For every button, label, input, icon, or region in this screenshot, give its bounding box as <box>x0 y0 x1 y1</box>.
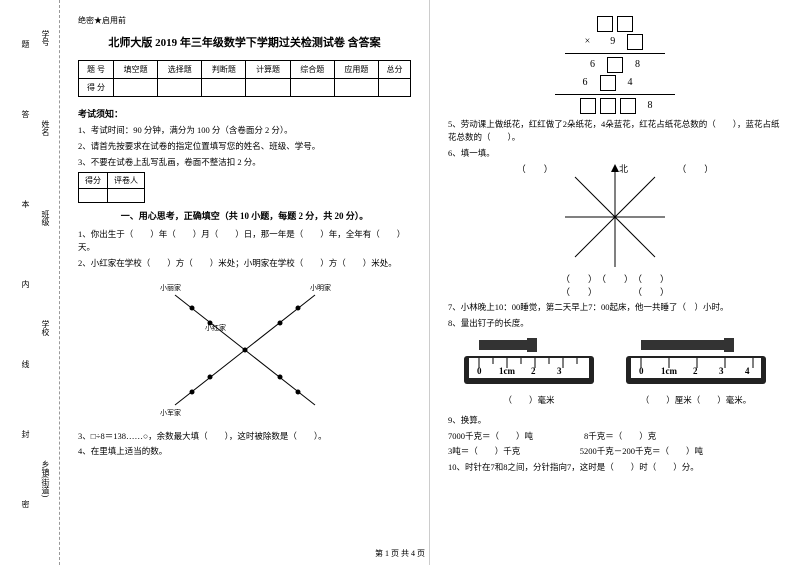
seal-char: 密 <box>20 500 31 508</box>
seal-char: 封 <box>20 430 31 438</box>
score-header: 题 号 <box>79 61 114 79</box>
score-header: 综合题 <box>290 61 334 79</box>
score-header: 填空题 <box>114 61 158 79</box>
seal-char: 答 <box>20 110 31 118</box>
notice-line: 2、请首先按要求在试卷的指定位置填写您的姓名、班级、学号。 <box>78 140 411 153</box>
question-1: 1、你出生于（ ）年（ ）月（ ）日，那一年是（ ）年，全年有（ ）天。 <box>78 228 411 254</box>
notice-line: 1、考试时间：90 分钟，满分为 100 分（含卷面分 2 分）。 <box>78 124 411 137</box>
svg-text:3: 3 <box>557 366 562 376</box>
question-6: 6、填一填。 <box>448 147 782 160</box>
seal-char: 线 <box>20 360 31 368</box>
binding-margin: 学号 姓名 班级 学校 乡镇(街道) 题 答 本 内 线 封 密 <box>0 0 60 565</box>
score-table: 题 号 填空题 选择题 判断题 计算题 综合题 应用题 总分 得 分 <box>78 60 411 97</box>
notice-line: 3、不要在试卷上乱写乱画，卷面不整洁扣 2 分。 <box>78 156 411 169</box>
grade-box: 得分 评卷人 <box>78 172 145 203</box>
svg-text:小明家: 小明家 <box>310 283 331 292</box>
ruler-1: 0 1cm 2 3 <box>459 338 599 388</box>
column-right: × 9 6 8 6 4 8 5、劳动课上做纸花，红红做了2朵纸花，4朵蓝花，红花… <box>430 0 800 565</box>
margin-label-school: 学校 <box>40 320 51 336</box>
page-footer: 第 1 页 共 4 页 <box>0 548 800 559</box>
svg-text:小红家: 小红家 <box>205 323 226 332</box>
question-9-line: 7000千克＝（ ）吨 8千克＝（ ）克 <box>448 430 782 443</box>
svg-text:4: 4 <box>745 366 750 376</box>
ruler-label-left: （ ）毫米 <box>459 394 599 406</box>
score-header: 应用题 <box>334 61 378 79</box>
question-8: 8、量出钉子的长度。 <box>448 317 782 330</box>
score-header: 选择题 <box>158 61 202 79</box>
svg-text:小丽家: 小丽家 <box>160 283 181 292</box>
margin-label-id: 学号 <box>40 30 51 46</box>
question-7: 7、小林晚上10：00睡觉，第二天早上7：00起床，他一共睡了（ ）小时。 <box>448 301 782 314</box>
seal-char: 题 <box>20 40 31 48</box>
margin-label-name: 姓名 <box>40 120 51 136</box>
question-3: 3、□÷8＝138……○，余数最大填（ ），这时被除数是（ ）。 <box>78 430 411 443</box>
question-2: 2、小红家在学校（ ）方（ ）米处；小明家在学校（ ）方（ ）米处。 <box>78 257 411 270</box>
compass-diagram-2: 北 <box>555 162 675 272</box>
grade-cell: 得分 <box>79 173 108 189</box>
question-5: 5、劳动课上做纸花，红红做了2朵纸花，4朵蓝花，红花占纸花总数的（ ），蓝花占纸… <box>448 118 782 144</box>
svg-text:3: 3 <box>719 366 724 376</box>
svg-text:北: 北 <box>619 164 628 174</box>
notice-title: 考试须知： <box>78 107 411 120</box>
column-left: 绝密★启用前 北师大版 2019 年三年级数学下学期过关检测试卷 含答案 题 号… <box>60 0 430 565</box>
score-header: 判断题 <box>202 61 246 79</box>
compass-diagram-1: 小明家 小丽家 小红家 小军家 <box>155 275 335 425</box>
score-header: 总分 <box>378 61 410 79</box>
question-4: 4、在里填上适当的数。 <box>78 445 411 458</box>
ruler-label-right: （ ）厘米（ ）毫米。 <box>621 394 771 406</box>
question-9: 9、换算。 <box>448 414 782 427</box>
multiplication-problem: × 9 6 8 6 4 8 <box>448 15 782 115</box>
score-header: 计算题 <box>246 61 290 79</box>
margin-label-town: 乡镇(街道) <box>40 460 51 497</box>
seal-char: 本 <box>20 200 31 208</box>
svg-text:小军家: 小军家 <box>160 408 181 417</box>
question-9-line: 3吨＝（ ）千克 5200千克－200千克＝（ ）吨 <box>448 445 782 458</box>
grade-cell: 评卷人 <box>108 173 145 189</box>
question-10: 10、时针在7和8之间，分针指向7，这时是（ ）时（ ）分。 <box>448 461 782 474</box>
margin-label-class: 班级 <box>40 210 51 226</box>
score-row-label: 得 分 <box>79 79 114 97</box>
exam-title: 北师大版 2019 年三年级数学下学期过关检测试卷 含答案 <box>78 34 411 50</box>
secret-label: 绝密★启用前 <box>78 15 411 26</box>
ruler-row: 0 1cm 2 3 <box>448 338 782 406</box>
part-title: 一、用心思考，正确填空（共 10 小题，每题 2 分，共 20 分）。 <box>78 209 411 222</box>
ruler-2: 0 1cm 2 3 4 <box>621 338 771 388</box>
seal-char: 内 <box>20 280 31 288</box>
